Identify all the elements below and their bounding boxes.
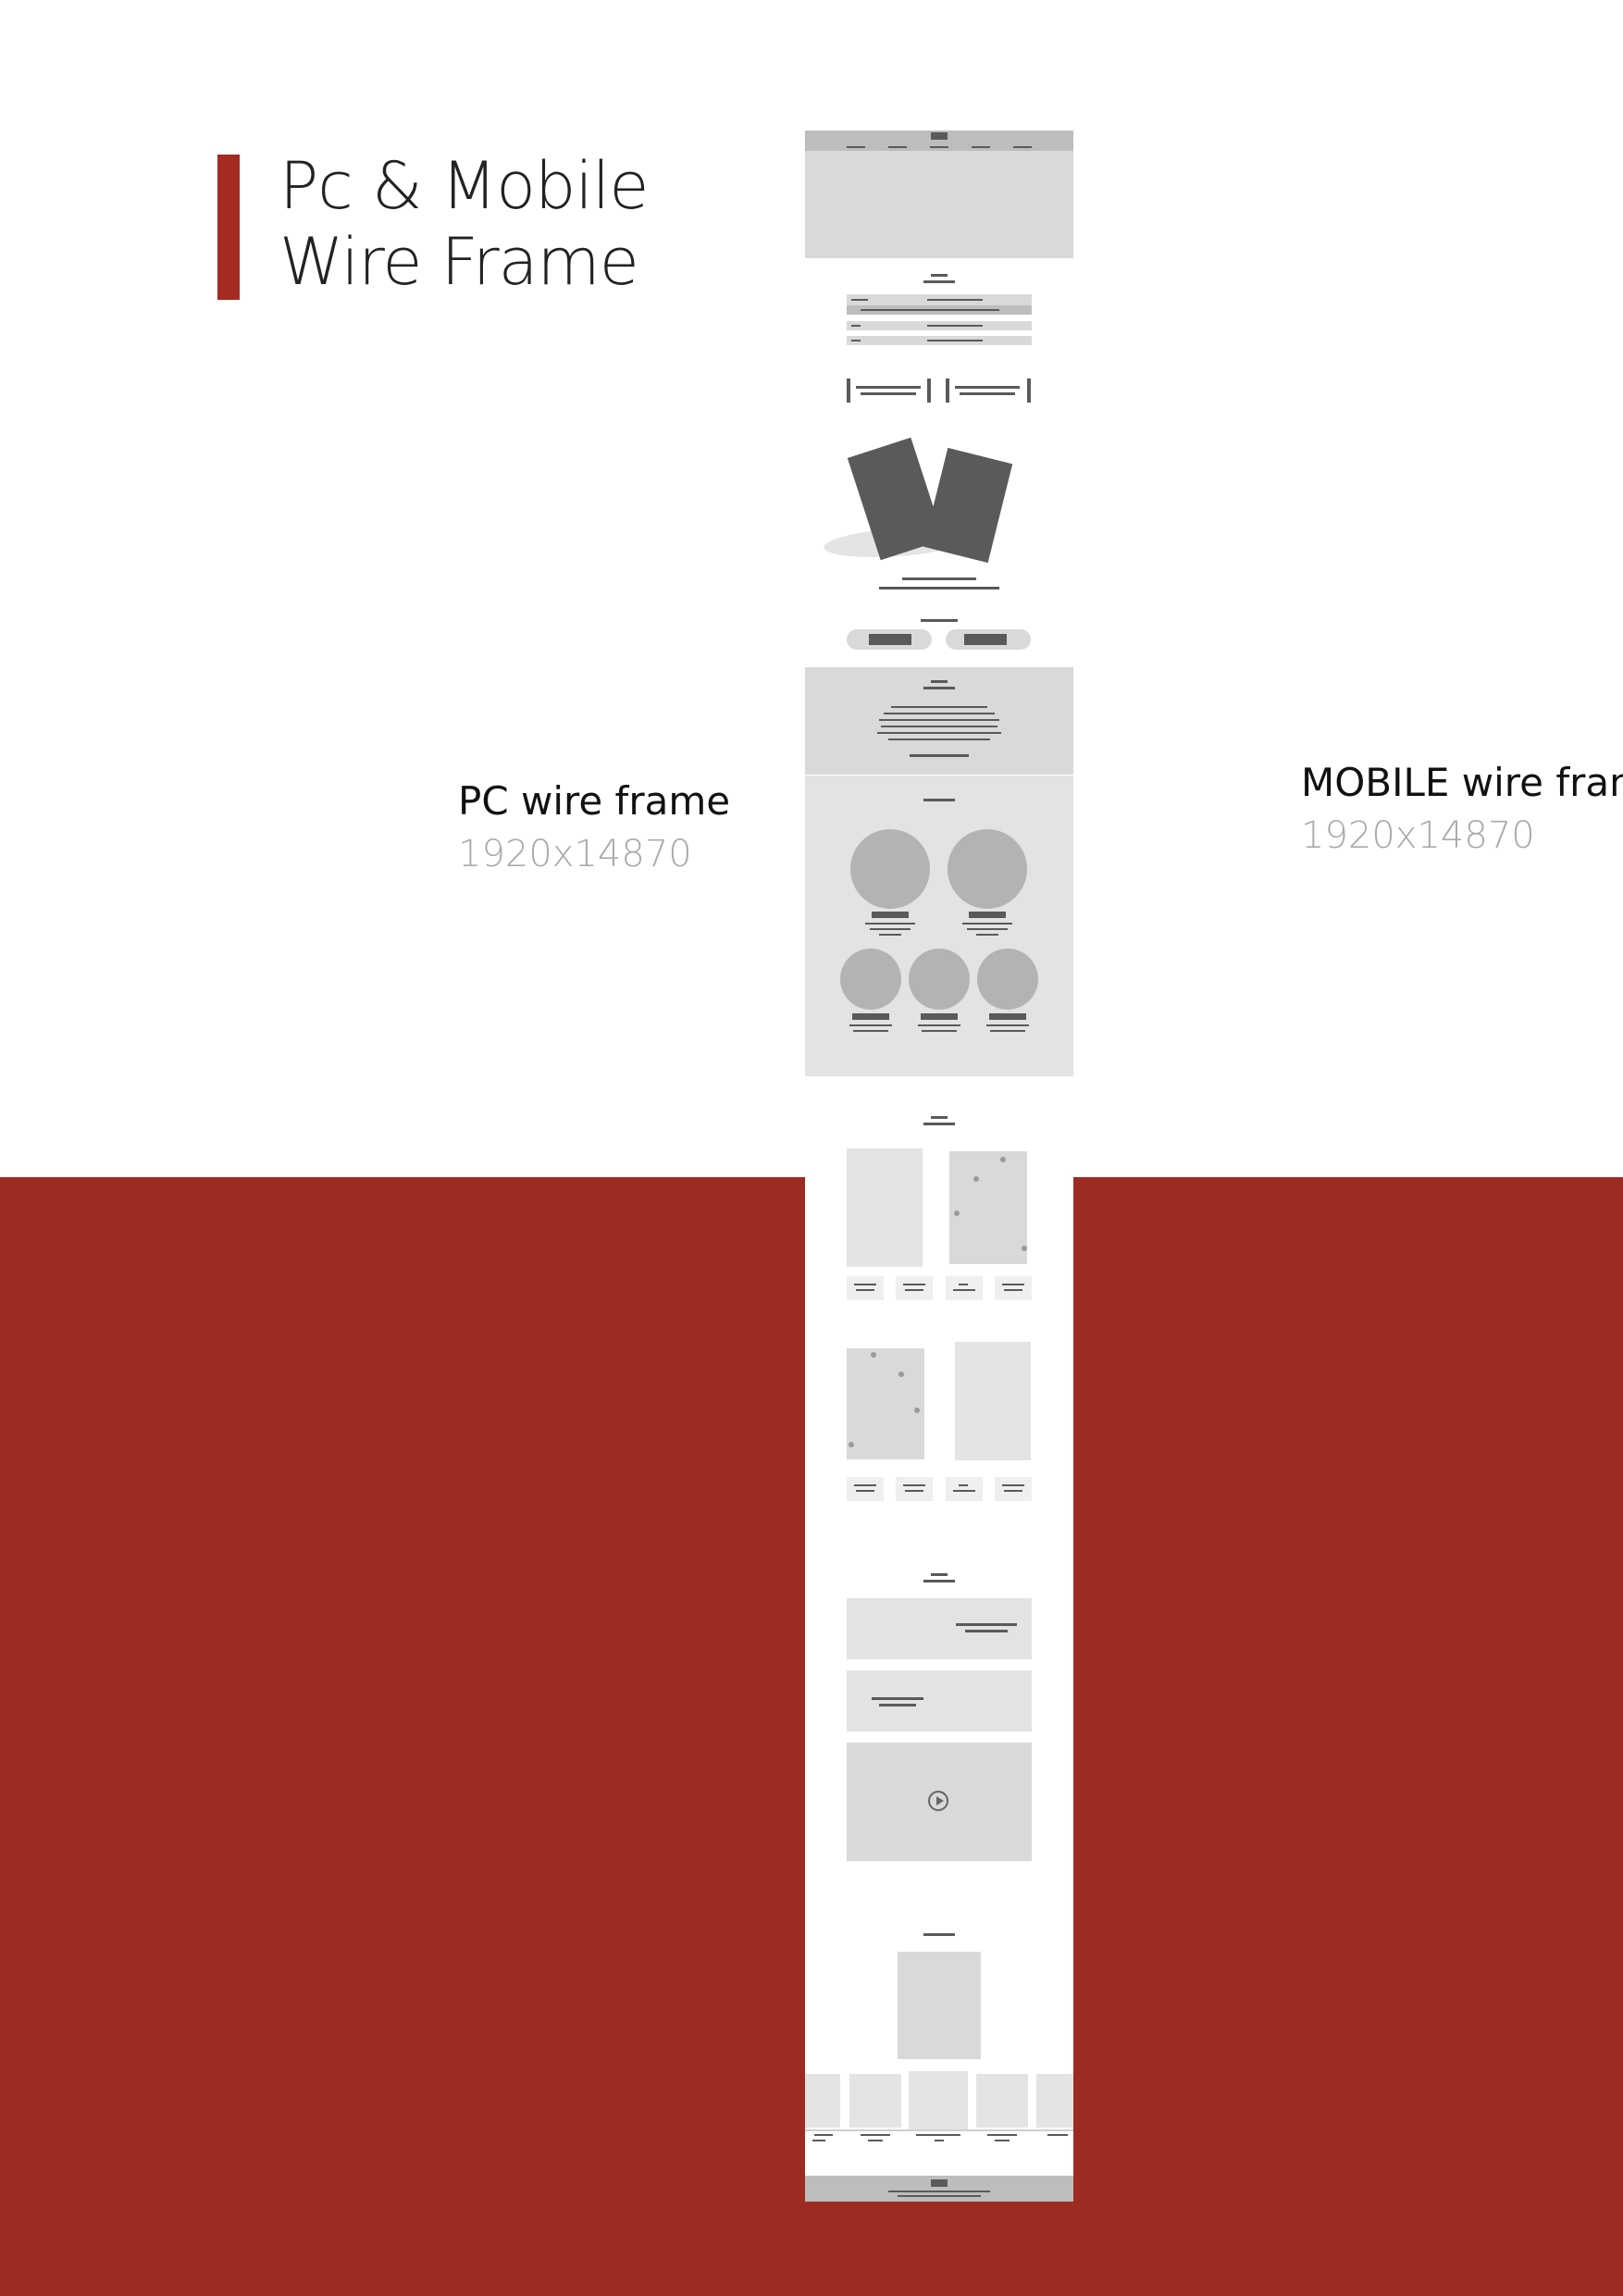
wf-banner (847, 1670, 1032, 1731)
pc-wireframe-preview (805, 130, 1073, 2202)
wf-image-card (847, 1148, 923, 1267)
page-title-line-2: Wire Frame (279, 224, 639, 300)
mobile-wireframe-size: 1920x14870 (1301, 814, 1535, 857)
page-title-line-1: Pc & Mobile (279, 148, 649, 224)
pc-wireframe-label: PC wire frame (458, 778, 731, 824)
pc-wireframe-size: 1920x14870 (458, 833, 692, 875)
title-accent-bar (217, 155, 240, 300)
wf-image-card (949, 1151, 1027, 1264)
play-button-icon (928, 1791, 948, 1811)
wf-logo (931, 132, 948, 140)
wf-product-image (898, 1952, 981, 2059)
wf-image-card (955, 1342, 1031, 1460)
wf-hero (805, 151, 1073, 258)
wf-text-band (805, 667, 1073, 775)
wf-header (805, 130, 1073, 151)
page-title: Pc & Mobile Wire Frame (279, 148, 649, 300)
wf-banner (847, 1598, 1032, 1659)
wf-tilted-card (923, 447, 1013, 564)
wf-image-card (847, 1348, 924, 1459)
mobile-wireframe-label: MOBILE wire fran (1301, 760, 1623, 805)
